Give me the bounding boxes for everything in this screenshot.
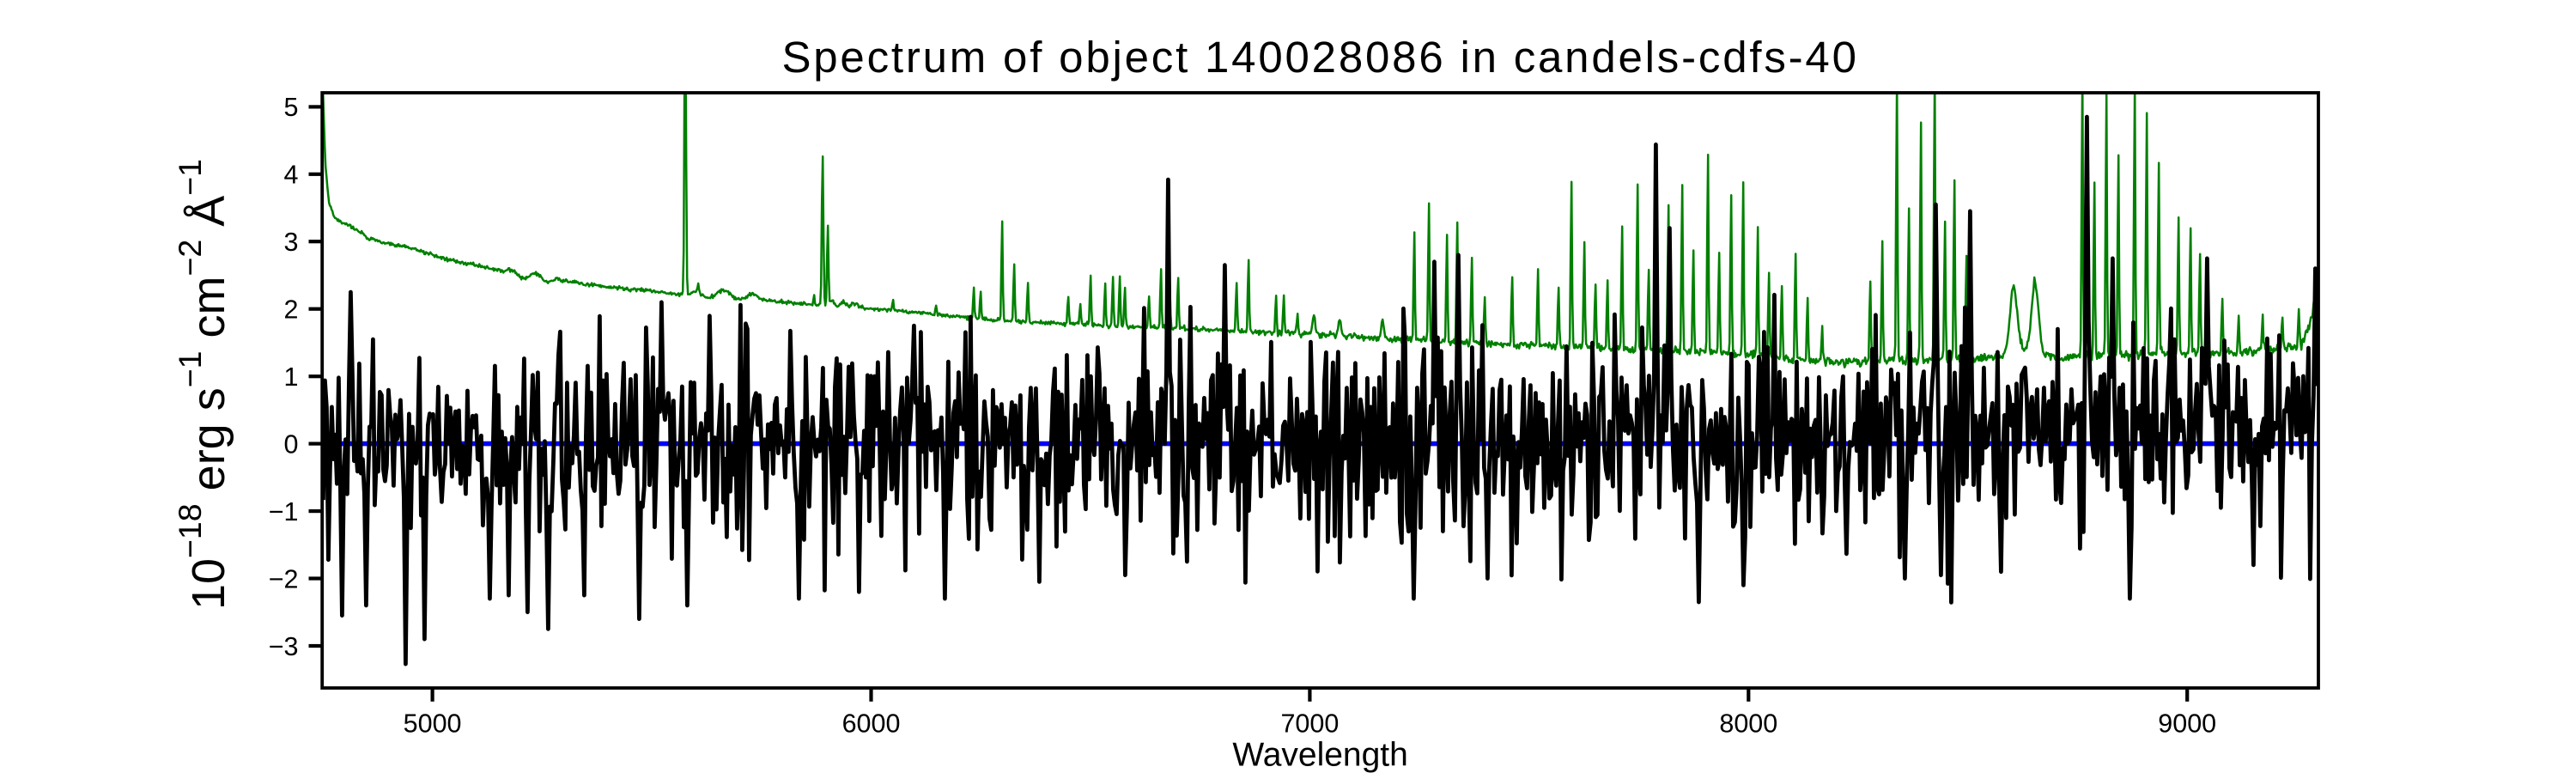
svg-text:Wavelength: Wavelength [1232,737,1408,773]
svg-text:−2: −2 [269,564,299,593]
svg-text:8000: 8000 [1719,709,1777,739]
svg-text:7000: 7000 [1280,709,1339,739]
svg-text:10−18 erg s−1 cm−2 Å−1: 10−18 erg s−1 cm−2 Å−1 [172,159,234,610]
svg-text:5: 5 [284,93,299,122]
svg-text:Spectrum of object 140028086 i: Spectrum of object 140028086 in candels-… [781,33,1858,82]
svg-text:2: 2 [284,295,299,325]
svg-text:3: 3 [284,228,299,257]
svg-text:9000: 9000 [2158,709,2216,739]
svg-text:5000: 5000 [404,709,462,739]
svg-text:4: 4 [284,161,299,190]
svg-text:−3: −3 [269,632,299,661]
svg-text:0: 0 [284,429,299,459]
svg-text:1: 1 [284,362,299,392]
svg-text:−1: −1 [269,497,299,526]
svg-text:6000: 6000 [842,709,901,739]
